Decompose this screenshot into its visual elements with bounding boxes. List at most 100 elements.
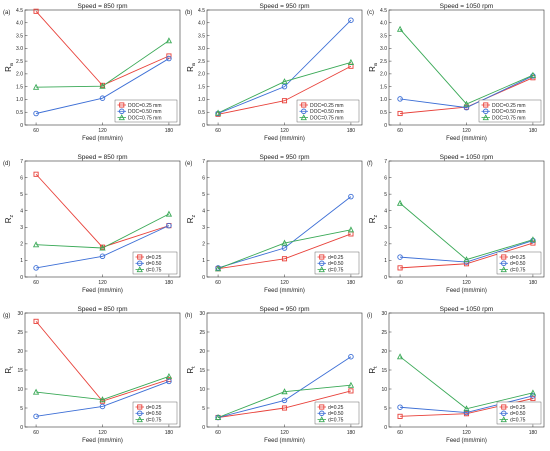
y-tick-label: 7 <box>20 159 23 165</box>
y-tick-label: 4.0 <box>16 21 23 27</box>
y-tick-label: 1 <box>20 258 23 264</box>
x-tick-label: 120 <box>280 430 289 436</box>
data-point <box>463 256 470 263</box>
legend-entry: d=0.75 <box>328 267 344 273</box>
y-tick-label: 2.5 <box>16 59 23 65</box>
data-point <box>33 265 39 271</box>
chart-panel: 60 120 180 0 1 2 3 4 5 6 7 Speed = 1050 rpm (f) Feed … <box>367 154 545 294</box>
data-point <box>166 378 172 385</box>
series-line <box>400 242 534 269</box>
panel-label: (a) <box>3 10 10 16</box>
series-line <box>399 356 534 410</box>
panel-label: (c) <box>367 10 374 16</box>
data-point <box>463 409 470 416</box>
data-point <box>463 100 470 107</box>
legend-box <box>296 99 360 123</box>
legend-swatch-marker <box>136 410 143 417</box>
x-tick-label: 120 <box>280 280 289 286</box>
x-tick-label: 60 <box>33 430 39 436</box>
y-tick-label: 7 <box>202 159 205 165</box>
y-tick-label: 3.0 <box>16 46 23 52</box>
y-tick-label: 0 <box>384 275 387 281</box>
data-point <box>214 414 222 421</box>
y-tick-label: 4.5 <box>198 8 205 14</box>
series-line <box>217 229 352 270</box>
data-point <box>348 17 354 23</box>
legend-box <box>114 99 178 123</box>
chart-title: Speed = 1050 rpm <box>440 3 494 10</box>
series-line <box>399 28 534 105</box>
legend-swatch-marker <box>483 108 489 115</box>
legend: d=0.25d=0.50d=0.75 <box>132 401 178 425</box>
y-tick-label: 6 <box>202 175 205 181</box>
y-tick-label: 2.5 <box>198 59 205 65</box>
y-tick-label: 5 <box>384 192 387 198</box>
data-point <box>463 104 470 111</box>
legend-swatch-marker <box>318 416 325 423</box>
legend: d=0.25d=0.50d=0.75 <box>496 251 542 275</box>
y-tick-label: 20 <box>381 349 387 355</box>
y-tick-label: 0 <box>20 275 23 281</box>
chart-panel: 60 120 180 0 0.5 1.0 1.5 2.0 2.5 3.0 3.5 4.0 4.5 Spee… <box>3 3 181 142</box>
y-tick-label: 10 <box>381 387 387 393</box>
legend-entry: d=0.50 <box>510 411 526 417</box>
legend-swatch-marker <box>136 266 143 273</box>
legend-swatch-marker <box>319 404 325 410</box>
x-axis-label: Feed (mm/min) <box>82 438 123 444</box>
y-tick-label: 30 <box>199 311 205 317</box>
data-point <box>397 413 403 419</box>
y-tick-label: 4.0 <box>380 21 387 27</box>
data-point <box>166 53 172 59</box>
x-tick-label: 180 <box>347 280 356 286</box>
x-tick-label: 60 <box>215 128 221 134</box>
legend-entry: DOC=0.75 mm <box>492 115 525 121</box>
y-tick-label: 5 <box>20 406 23 412</box>
legend-swatch-marker <box>501 410 507 417</box>
series-line <box>36 380 170 417</box>
series-line <box>400 77 534 114</box>
legend-swatch-marker <box>118 108 125 115</box>
legend-swatch-marker <box>483 102 489 108</box>
legend-entry: d=0.75 <box>146 267 162 273</box>
y-tick-label: 0.5 <box>16 110 23 116</box>
y-tick-label: 6 <box>384 175 387 181</box>
legend-swatch-marker <box>137 404 143 410</box>
y-axis-label: Rz <box>186 214 197 223</box>
data-point <box>214 109 222 116</box>
series-line <box>217 65 352 115</box>
legend-entry: d=0.50 <box>328 261 344 267</box>
y-tick-label: 7 <box>384 159 387 165</box>
chart-title: Speed = 850 rpm <box>77 3 127 10</box>
legend-swatch-marker <box>501 254 507 260</box>
legend-swatch-marker <box>301 102 307 108</box>
x-tick-label: 120 <box>98 128 107 134</box>
data-point <box>281 78 288 85</box>
data-point <box>348 388 354 394</box>
y-tick-label: 1.5 <box>380 84 387 90</box>
series-line <box>36 213 170 249</box>
x-tick-label: 60 <box>397 128 403 134</box>
y-tick-label: 4 <box>20 209 23 215</box>
y-tick-label: 25 <box>17 330 23 336</box>
chart-panel: 60 120 180 0 5 10 15 20 25 30 Speed = 850 rpm (g) Fe… <box>3 306 181 444</box>
data-point <box>530 395 536 402</box>
data-point <box>33 171 39 177</box>
y-tick-label: 25 <box>381 330 387 336</box>
y-tick-label: 2 <box>384 242 387 248</box>
y-tick-label: 2 <box>202 242 205 248</box>
panel-label: (g) <box>3 313 10 319</box>
series-line <box>36 376 170 401</box>
legend-swatch-marker <box>318 266 325 273</box>
chart-panel: 60 120 180 0 1 2 3 4 5 6 7 Speed = 950 rpm (e) Feed (… <box>185 154 363 294</box>
legend-box <box>496 401 542 425</box>
x-tick-label: 120 <box>98 430 107 436</box>
x-tick-label: 180 <box>529 430 538 436</box>
y-tick-label: 3.5 <box>198 33 205 39</box>
y-tick-label: 3.0 <box>198 46 205 52</box>
data-point <box>529 236 537 243</box>
legend-entry: d=0.75 <box>146 417 162 423</box>
y-axis-label: Rt <box>186 366 197 374</box>
x-axis-label: Feed (mm/min) <box>446 136 487 142</box>
